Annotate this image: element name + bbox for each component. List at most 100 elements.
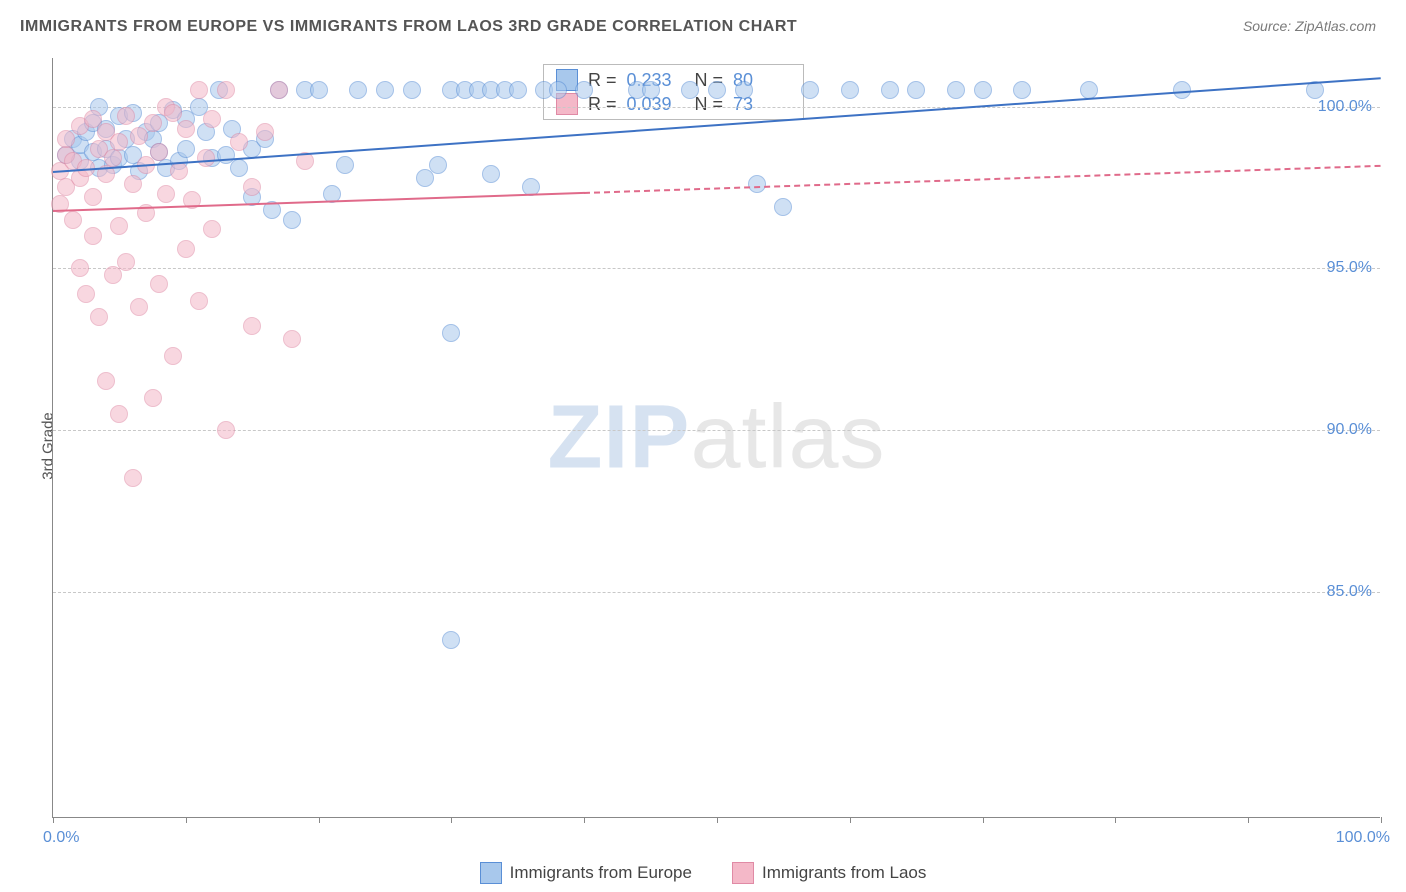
data-point [203,110,221,128]
data-point [774,198,792,216]
legend-label: Immigrants from Laos [762,863,926,883]
trend-line [584,165,1381,194]
data-point [708,81,726,99]
data-point [144,389,162,407]
data-point [549,81,567,99]
series-legend: Immigrants from Europe Immigrants from La… [0,862,1406,884]
data-point [230,159,248,177]
x-tick [717,817,718,823]
data-point [217,81,235,99]
data-point [429,156,447,174]
data-point [130,298,148,316]
y-tick-label: 100.0% [1318,98,1372,116]
data-point [71,259,89,277]
data-point [77,285,95,303]
x-tick [850,817,851,823]
data-point [170,162,188,180]
data-point [1013,81,1031,99]
trend-line [53,192,584,212]
data-point [841,81,859,99]
data-point [349,81,367,99]
data-point [336,156,354,174]
data-point [748,175,766,193]
r-label: R = [588,94,617,115]
x-tick [983,817,984,823]
data-point [575,81,593,99]
x-tick [319,817,320,823]
data-point [735,81,753,99]
data-point [881,81,899,99]
x-tick [451,817,452,823]
data-point [177,140,195,158]
data-point [64,211,82,229]
data-point [90,308,108,326]
data-point [217,421,235,439]
data-point [190,81,208,99]
data-point [243,178,261,196]
data-point [203,220,221,238]
data-point [230,133,248,151]
data-point [164,104,182,122]
watermark: ZIPatlas [547,386,885,489]
y-tick-label: 95.0% [1327,259,1372,277]
source-attribution: Source: ZipAtlas.com [1243,18,1376,34]
data-point [197,149,215,167]
legend-item: Immigrants from Europe [480,862,692,884]
data-point [681,81,699,99]
data-point [157,185,175,203]
data-point [144,114,162,132]
data-point [177,120,195,138]
data-point [442,631,460,649]
data-point [117,107,135,125]
chart-title: IMMIGRANTS FROM EUROPE VS IMMIGRANTS FRO… [20,18,797,36]
gridline [53,430,1380,431]
data-point [110,405,128,423]
x-tick [186,817,187,823]
data-point [117,253,135,271]
data-point [110,217,128,235]
legend-swatch [480,862,502,884]
gridline [53,268,1380,269]
data-point [97,372,115,390]
watermark-light: atlas [690,387,885,487]
data-point [150,275,168,293]
x-axis-min-label: 0.0% [43,829,79,847]
data-point [442,324,460,342]
x-axis-max-label: 100.0% [1336,829,1390,847]
legend-swatch [732,862,754,884]
data-point [283,330,301,348]
gridline [53,592,1380,593]
data-point [376,81,394,99]
data-point [164,347,182,365]
data-point [270,81,288,99]
data-point [403,81,421,99]
data-point [801,81,819,99]
data-point [974,81,992,99]
gridline [53,107,1380,108]
legend-row: R =0.039N =73 [556,93,791,115]
legend-item: Immigrants from Laos [732,862,926,884]
y-tick-label: 90.0% [1327,421,1372,439]
data-point [283,211,301,229]
x-tick [1248,817,1249,823]
data-point [104,149,122,167]
data-point [84,188,102,206]
data-point [509,81,527,99]
data-point [84,227,102,245]
y-tick-label: 85.0% [1327,583,1372,601]
x-tick [1115,817,1116,823]
data-point [190,292,208,310]
x-tick [53,817,54,823]
data-point [256,123,274,141]
data-point [642,81,660,99]
data-point [124,175,142,193]
data-point [907,81,925,99]
data-point [243,317,261,335]
scatter-plot-area: ZIPatlas 0.0% 100.0% R =0.233N =80R =0.0… [52,58,1380,818]
data-point [150,143,168,161]
data-point [482,165,500,183]
data-point [947,81,965,99]
data-point [110,133,128,151]
data-point [310,81,328,99]
watermark-bold: ZIP [547,387,690,487]
